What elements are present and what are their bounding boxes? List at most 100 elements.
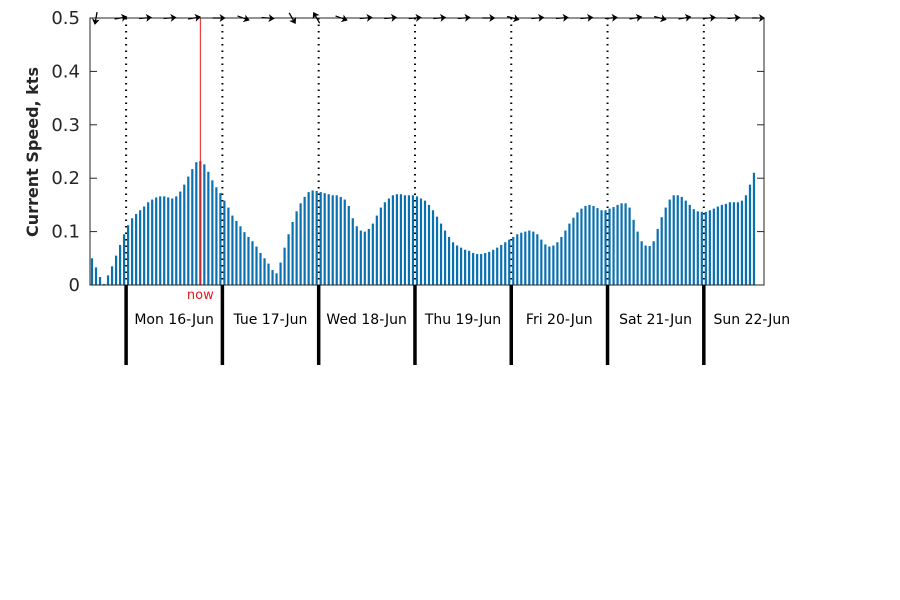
speed-bar xyxy=(203,164,206,285)
speed-bar xyxy=(359,230,362,285)
speed-bar xyxy=(167,197,170,285)
speed-bar xyxy=(548,246,551,285)
direction-arrow xyxy=(482,14,496,22)
speed-bar xyxy=(556,242,559,285)
speed-bar xyxy=(151,199,154,285)
speed-bar xyxy=(219,193,222,285)
speed-bar xyxy=(720,204,723,285)
speed-bar xyxy=(552,245,555,285)
direction-arrow xyxy=(408,13,422,22)
speed-bar xyxy=(235,220,238,285)
speed-bar xyxy=(740,200,744,285)
direction-arrow xyxy=(702,13,716,22)
speed-bar xyxy=(576,212,579,285)
speed-bar xyxy=(592,205,595,285)
direction-arrow xyxy=(261,14,275,23)
speed-bar xyxy=(179,191,182,285)
speed-bar xyxy=(187,176,190,285)
speed-bar xyxy=(331,195,334,285)
direction-arrow xyxy=(580,13,594,22)
speed-bar xyxy=(684,200,687,285)
speed-bar xyxy=(371,223,374,285)
day-label: Wed 18-Jun xyxy=(326,312,407,328)
speed-bar xyxy=(423,200,427,285)
speed-bar xyxy=(271,270,274,285)
speed-bar xyxy=(387,198,390,285)
speed-bar xyxy=(516,234,519,285)
speed-bar xyxy=(315,191,318,285)
speed-bar xyxy=(295,211,298,285)
speed-bar xyxy=(744,195,748,285)
speed-bar xyxy=(564,230,567,285)
direction-arrow xyxy=(727,13,741,22)
speed-bar xyxy=(139,210,142,285)
speed-bar xyxy=(604,210,607,285)
axes xyxy=(89,17,765,286)
speed-bar xyxy=(608,208,611,285)
speed-bar xyxy=(692,209,695,285)
speed-bar xyxy=(480,254,483,285)
direction-arrow xyxy=(531,13,545,22)
speed-bar xyxy=(335,195,338,285)
speed-bar xyxy=(263,258,266,285)
speed-bar xyxy=(748,184,752,285)
speed-bar xyxy=(247,236,250,285)
speed-bar xyxy=(492,249,495,285)
speed-bar xyxy=(648,246,651,285)
y-tick-label: 0.3 xyxy=(51,115,80,136)
speed-bar xyxy=(496,247,499,285)
speed-bar xyxy=(504,242,507,285)
speed-bar xyxy=(327,194,330,285)
speed-bar xyxy=(520,232,523,285)
direction-arrow xyxy=(288,12,297,25)
speed-bar xyxy=(319,192,322,285)
speed-bar xyxy=(283,247,286,285)
speed-bar xyxy=(620,203,623,285)
speed-bar xyxy=(419,198,423,285)
direction-arrow xyxy=(312,11,321,24)
speed-bar xyxy=(752,172,756,285)
speed-bar xyxy=(628,207,631,285)
speed-bar xyxy=(696,211,699,285)
speed-bar xyxy=(243,232,246,285)
axes-box xyxy=(89,17,765,286)
speed-bar xyxy=(656,228,659,285)
speed-bar xyxy=(455,245,459,285)
speed-bar xyxy=(652,241,655,285)
speed-bar xyxy=(488,251,491,285)
speed-bar xyxy=(415,196,419,285)
speed-bar xyxy=(251,241,254,285)
direction-arrow xyxy=(433,13,447,22)
speed-bar xyxy=(704,211,707,285)
y-tick-label: 0.2 xyxy=(51,168,80,189)
speed-bar xyxy=(572,217,575,285)
direction-arrow xyxy=(139,13,153,22)
speed-bar xyxy=(363,231,366,285)
now-label: now xyxy=(187,288,214,303)
y-tick-label: 0 xyxy=(69,275,80,296)
speed-bar xyxy=(367,228,370,285)
speed-bar xyxy=(147,202,150,285)
speed-bar xyxy=(451,242,455,285)
y-axis-ticks: 0 0.1 0.2 0.3 0.4 0.5 xyxy=(51,8,764,296)
speed-bar xyxy=(211,180,214,285)
speed-bar xyxy=(528,230,531,285)
speed-bar xyxy=(291,221,294,285)
speed-bar xyxy=(94,267,98,285)
speed-bar xyxy=(536,234,539,285)
direction-arrow xyxy=(237,14,250,23)
day-label: Thu 19-Jun xyxy=(424,312,501,328)
speed-bar xyxy=(532,231,535,285)
speed-bar xyxy=(616,204,619,285)
speed-bar xyxy=(399,194,403,285)
speed-bar xyxy=(500,244,503,285)
direction-arrow xyxy=(629,13,643,22)
speed-bar xyxy=(307,192,310,285)
speed-bar xyxy=(339,196,342,285)
plot-area xyxy=(90,18,764,285)
speed-bar xyxy=(227,207,230,285)
direction-arrow xyxy=(335,14,348,23)
day-label: Sat 21-Jun xyxy=(619,312,692,328)
speed-bar xyxy=(143,206,146,285)
